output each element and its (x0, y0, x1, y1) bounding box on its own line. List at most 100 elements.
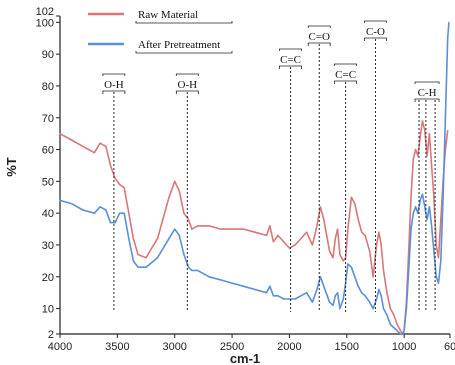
data-point (208, 225, 210, 227)
data-point (417, 212, 419, 214)
data-point (354, 203, 356, 205)
data-point (105, 209, 107, 211)
y-tick-label: 40 (42, 208, 54, 220)
data-point (329, 301, 331, 303)
data-point (424, 129, 426, 132)
data-point (342, 260, 344, 262)
data-point (329, 250, 331, 252)
data-point (376, 244, 378, 246)
data-point (137, 266, 139, 268)
data-point (82, 145, 84, 147)
y-tick-label: 102 (36, 6, 54, 18)
data-point (380, 244, 382, 246)
y-tick-label: 10 (42, 304, 54, 316)
data-point (378, 231, 380, 233)
annotation-bracket (334, 63, 358, 66)
legend-label: After Pretreatment (138, 39, 220, 51)
data-point (114, 222, 116, 224)
data-point (269, 225, 271, 227)
data-point (428, 133, 430, 135)
data-point (93, 212, 95, 214)
data-point (364, 234, 366, 236)
data-point (380, 295, 382, 297)
annotation-label: O-H (104, 79, 124, 91)
data-point (269, 285, 271, 287)
data-point (325, 292, 327, 294)
legend: Raw Material After Pretreatment (88, 9, 233, 54)
data-point (109, 222, 112, 224)
x-tick-label: 2500 (220, 341, 244, 353)
data-point (437, 282, 440, 284)
data-point (347, 228, 349, 230)
y-tick-label: 70 (42, 113, 54, 125)
data-point (444, 117, 446, 119)
data-point (288, 298, 290, 300)
data-point (369, 250, 371, 252)
data-point (59, 199, 61, 201)
annotation-bracket (414, 98, 440, 102)
data-point (231, 282, 233, 284)
data-point (410, 228, 412, 230)
series-group (59, 21, 450, 335)
data-point (168, 196, 170, 198)
annotation-bracket (102, 90, 126, 94)
y-tick-label: 90 (42, 49, 54, 61)
annotation-bracket (364, 37, 387, 41)
data-point (342, 298, 344, 300)
data-point (93, 152, 95, 154)
data-point (178, 234, 180, 236)
x-tick-label: 2000 (277, 341, 301, 353)
data-point (417, 155, 419, 157)
data-point (319, 206, 321, 208)
data-point (132, 238, 134, 240)
data-point (59, 133, 61, 135)
series-line-0 (59, 120, 449, 335)
data-point (339, 253, 341, 256)
data-point (334, 238, 336, 240)
data-point (294, 298, 296, 300)
data-point (265, 292, 268, 294)
legend-label: Raw Material (138, 9, 198, 21)
data-point (277, 234, 279, 236)
data-point (254, 288, 256, 291)
data-point (389, 323, 391, 326)
data-point (347, 263, 349, 265)
data-point (311, 244, 313, 246)
data-point (357, 218, 359, 221)
data-point (119, 183, 121, 186)
annotation-label: C=O (308, 31, 330, 43)
data-point (357, 285, 359, 287)
data-point (242, 228, 245, 230)
legend-bracket (135, 21, 233, 24)
data-point (231, 228, 233, 230)
data-point (382, 308, 385, 310)
data-point (393, 314, 395, 316)
data-point (294, 244, 296, 246)
data-point (332, 304, 334, 306)
data-point (70, 139, 73, 141)
data-point (369, 301, 371, 303)
data-point (415, 206, 417, 208)
data-point (435, 276, 437, 278)
data-point (306, 231, 308, 233)
data-point (300, 238, 302, 240)
data-point (431, 225, 433, 227)
y-tick-label: 20 (42, 272, 54, 284)
data-point (433, 250, 435, 252)
data-point (220, 228, 222, 230)
data-point (316, 288, 318, 291)
data-point (132, 260, 134, 262)
data-point (191, 269, 193, 271)
data-point (376, 298, 378, 300)
data-point (415, 149, 417, 151)
data-point (70, 203, 73, 205)
x-tick-label: 3500 (105, 341, 129, 353)
data-point (319, 276, 321, 278)
data-point (145, 266, 147, 268)
data-point (361, 292, 363, 294)
x-tick-label: 4000 (48, 341, 72, 353)
annotation-bracket (334, 80, 358, 84)
annotation-bracket (364, 20, 387, 23)
data-point (191, 228, 193, 230)
data-point (426, 155, 428, 157)
